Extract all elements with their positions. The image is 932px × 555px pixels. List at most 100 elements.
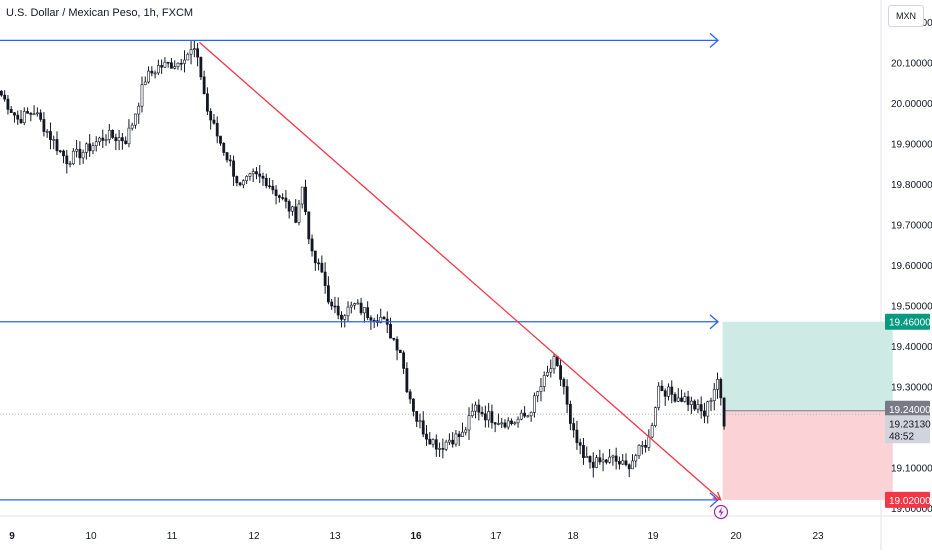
candle xyxy=(9,109,13,113)
candle xyxy=(451,439,455,445)
candle xyxy=(317,262,320,265)
candle xyxy=(503,422,507,428)
candle xyxy=(39,112,43,120)
candle xyxy=(699,404,703,412)
candle xyxy=(412,398,415,412)
candle xyxy=(477,404,481,413)
candle xyxy=(549,368,553,373)
candle xyxy=(117,137,121,142)
candle xyxy=(251,171,255,175)
candle xyxy=(127,127,131,145)
candle xyxy=(506,420,510,428)
candle xyxy=(0,90,3,96)
candle xyxy=(523,412,527,417)
candle xyxy=(277,195,281,198)
candle xyxy=(147,70,150,83)
candle xyxy=(585,456,589,459)
candle xyxy=(42,119,46,132)
candle xyxy=(140,84,144,107)
trend-arrow-icon xyxy=(712,491,722,501)
level-arrow-icon xyxy=(709,314,719,330)
candle xyxy=(689,400,693,405)
price-tick-label: 19.10000 xyxy=(891,463,932,474)
candle xyxy=(52,139,56,141)
candle xyxy=(206,93,209,112)
candle xyxy=(323,271,327,286)
candle xyxy=(644,444,647,448)
candle xyxy=(663,390,667,397)
candle xyxy=(62,150,65,157)
time-tick-label: 9 xyxy=(9,531,15,542)
time-tick-label: 16 xyxy=(410,531,422,542)
candle xyxy=(434,439,438,450)
candle xyxy=(163,61,167,68)
candle xyxy=(336,305,340,316)
candle xyxy=(268,185,271,188)
candle xyxy=(19,118,23,124)
candle xyxy=(156,65,160,74)
candle xyxy=(281,197,285,199)
candle xyxy=(320,262,324,273)
candle xyxy=(222,143,226,153)
candle xyxy=(457,433,461,437)
candle xyxy=(104,139,108,141)
candle xyxy=(150,70,154,74)
candle xyxy=(647,436,651,448)
candle xyxy=(568,403,572,424)
candle xyxy=(601,459,605,463)
current-price-bg xyxy=(885,415,930,444)
trend-line[interactable] xyxy=(199,41,722,501)
candle xyxy=(202,76,206,95)
candle xyxy=(533,395,536,413)
time-tick-label: 12 xyxy=(248,531,260,542)
candle xyxy=(425,433,428,440)
candle xyxy=(120,137,124,142)
current-price-label: 19.23130 xyxy=(889,419,931,430)
candle xyxy=(631,460,634,470)
candle xyxy=(307,211,311,240)
candle xyxy=(676,397,680,402)
loss-zone xyxy=(722,410,893,500)
candle xyxy=(238,182,242,186)
candle xyxy=(582,445,585,459)
candle xyxy=(487,411,491,421)
candle xyxy=(624,460,628,466)
time-tick-label: 18 xyxy=(567,531,579,542)
candle xyxy=(235,176,239,184)
price-tick-label: 19.40000 xyxy=(891,342,932,353)
candle xyxy=(395,339,399,351)
time-tick-label: 13 xyxy=(329,531,341,542)
candle xyxy=(480,411,484,415)
time-tick-label: 20 xyxy=(730,531,742,542)
candle xyxy=(333,305,337,308)
candle xyxy=(45,131,49,133)
candle xyxy=(94,141,98,147)
time-tick-label: 23 xyxy=(812,531,824,542)
candle xyxy=(415,411,419,422)
candle xyxy=(493,422,497,425)
price-tick-label: 19.60000 xyxy=(891,261,932,272)
currency-button[interactable]: MXN xyxy=(888,5,924,27)
candle xyxy=(160,65,164,68)
time-tick-label: 11 xyxy=(167,531,178,542)
candle xyxy=(703,410,706,417)
candle xyxy=(598,457,602,463)
candle xyxy=(441,448,445,450)
candle xyxy=(166,61,170,64)
candle xyxy=(513,422,517,425)
candle xyxy=(196,48,200,58)
candle xyxy=(343,315,347,320)
target-price-label-bg xyxy=(885,313,930,330)
candle xyxy=(559,365,562,380)
candle xyxy=(179,62,183,65)
candle xyxy=(408,391,412,400)
candle xyxy=(536,391,540,397)
candle xyxy=(261,175,265,179)
candle xyxy=(650,425,654,438)
candle xyxy=(608,456,612,463)
candle xyxy=(192,48,196,50)
candle xyxy=(369,317,373,321)
candle xyxy=(330,301,334,307)
